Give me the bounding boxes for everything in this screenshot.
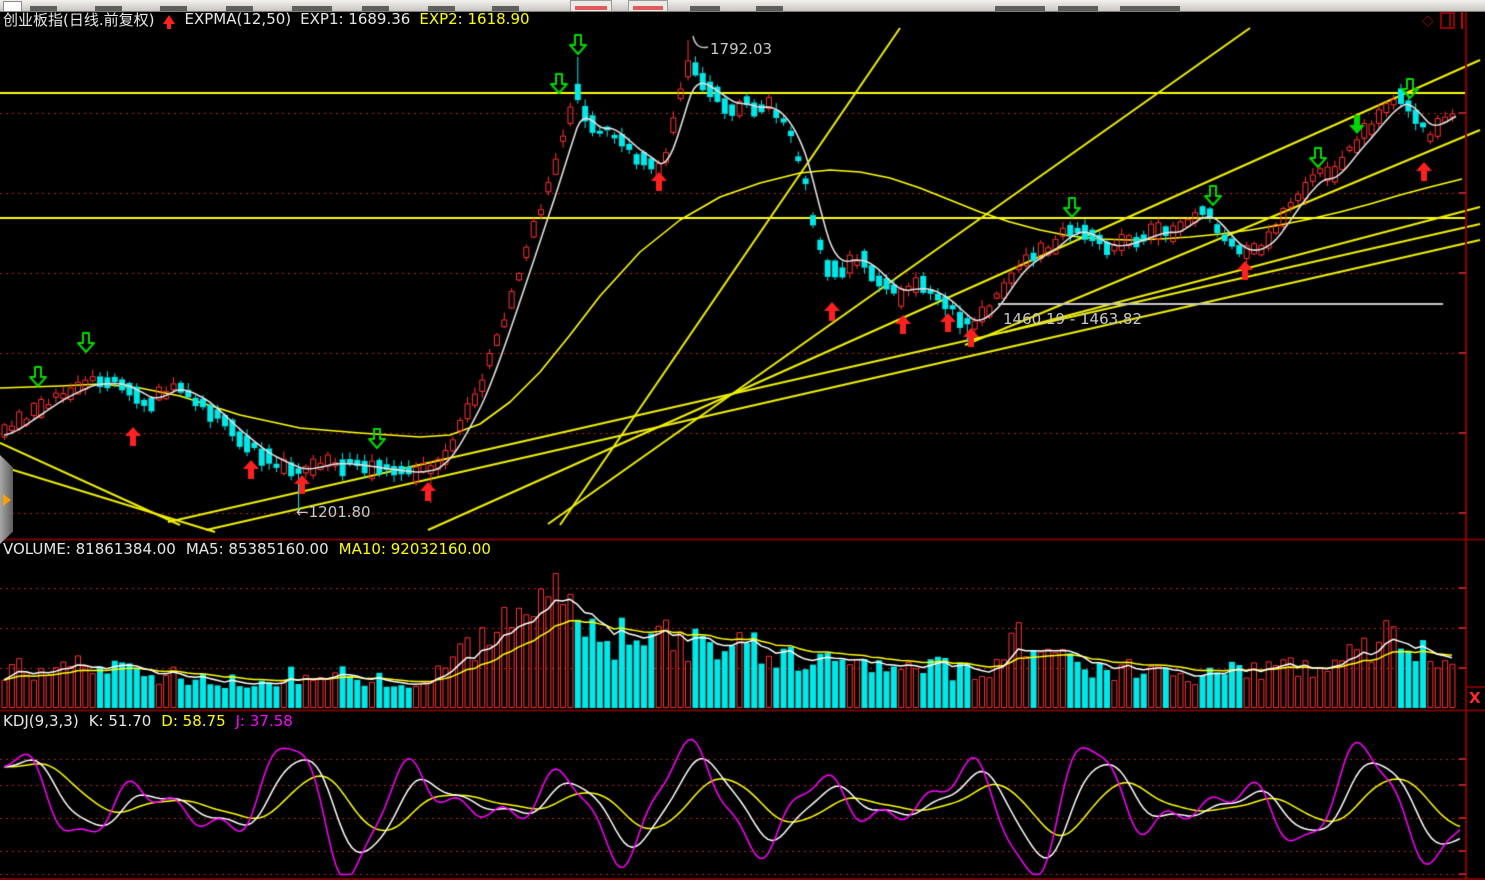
menu-item-fragment[interactable] [995,6,1045,11]
volume-pane-header: VOLUME: 81861384.00 MA5: 85385160.00 MA1… [3,540,491,558]
red-up-arrow-icon [163,14,176,29]
pane-close-x[interactable]: X [1469,689,1481,707]
volume-value: VOLUME: 81861384.00 [3,540,176,558]
menu-item-fragment[interactable] [226,6,253,11]
menu-item-fragment[interactable] [492,6,519,11]
menu-item-fragment[interactable] [30,6,57,11]
diamond-icon[interactable]: ◇ [1422,10,1434,29]
window-controls: ◇ [1422,11,1463,29]
volume-ma10-value: MA10: 92032160.00 [338,540,491,558]
price-annotation-high: 1792.03 [710,40,773,58]
symbol-title: 创业板指(日线.前复权) [3,10,155,29]
menu-item-fragment[interactable] [292,6,332,11]
volume-ma5-value: MA5: 85385160.00 [185,540,329,558]
price-annotation-gap: 1460.19 - 1463.82 [1003,310,1143,328]
price-annotation-low: ←1201.80 [296,503,371,521]
menu-item-fragment[interactable] [1058,6,1098,11]
menu-quote-fragment[interactable] [628,0,668,11]
menu-bar[interactable] [0,0,1485,12]
chart-header: 创业板指(日线.前复权) EXPMA(12,50) EXP1: 1689.36 … [3,10,530,29]
menu-item-fragment[interactable] [690,6,720,11]
exp2-value: EXP2: 1618.90 [419,10,530,28]
axis-corner-mark [1460,11,1463,29]
kdj-d-value: D: 58.75 [161,712,226,730]
restore-icon[interactable] [1439,11,1455,29]
menu-item-fragment[interactable] [428,6,455,11]
menu-item-fragment[interactable] [1120,6,1180,11]
kdj-k-value: K: 51.70 [88,712,152,730]
kdj-j-value: J: 37.58 [235,712,293,730]
menu-quote-fragment[interactable] [570,0,612,11]
kdj-name[interactable]: KDJ(9,3,3) [3,712,79,730]
kdj-pane-header: KDJ(9,3,3) K: 51.70 D: 58.75 J: 37.58 [3,712,293,730]
menu-item-fragment[interactable] [160,6,187,11]
exp1-value: EXP1: 1689.36 [300,10,411,28]
menu-item-fragment[interactable] [362,6,389,11]
menu-item-fragment[interactable] [95,6,122,11]
menu-item-fragment[interactable] [756,6,783,11]
window-icon[interactable] [3,1,22,12]
expand-right-icon [2,493,11,506]
left-panel-handle[interactable] [0,455,13,544]
indicator-name[interactable]: EXPMA(12,50) [184,10,292,28]
